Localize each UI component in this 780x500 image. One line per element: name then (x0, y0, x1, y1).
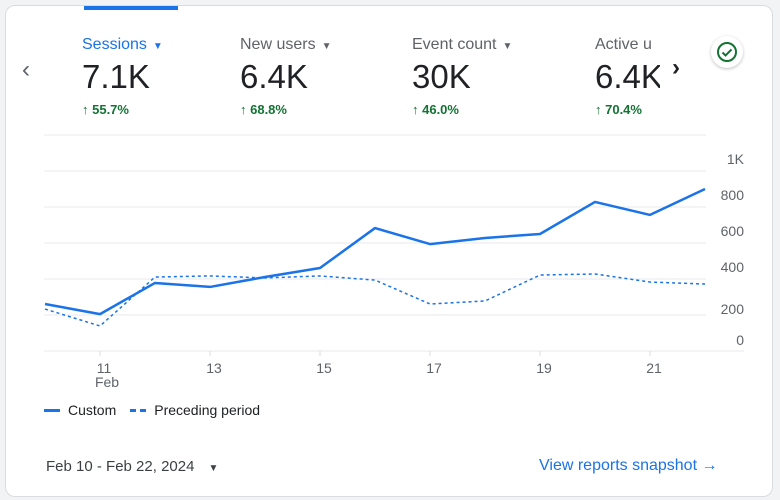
y-tick-label: 1K (727, 151, 745, 167)
legend-swatch-solid (44, 408, 60, 412)
x-tick-label: 21 (646, 360, 662, 376)
check-circle-icon[interactable] (711, 36, 743, 68)
y-tick-label: 200 (721, 301, 745, 317)
metric-change: ↑ 55.7% (82, 102, 129, 117)
dropdown-caret-icon: ▼ (208, 463, 219, 474)
metric-value: 30K (412, 58, 471, 95)
metric-tab-sessions[interactable]: Sessions ▼ 7.1K ↑ 55.7% (82, 36, 232, 117)
y-tick-label: 0 (736, 332, 744, 348)
date-range-selector[interactable]: Feb 10 - Feb 22, 2024 ▼ (46, 458, 218, 475)
legend-swatch-dashed (130, 408, 147, 412)
y-tick-label: 400 (721, 259, 745, 275)
x-tick-label: 13 (206, 360, 222, 376)
view-reports-snapshot-link[interactable]: View reports snapshot → (539, 457, 717, 475)
x-tick-label: 11 (97, 360, 112, 376)
x-tick-label: 17 (426, 360, 442, 376)
metric-value: 6.4K (240, 58, 308, 95)
series-line-custom (44, 187, 706, 316)
dropdown-caret-icon[interactable]: ▼ (502, 41, 513, 52)
y-tick-label: 600 (721, 223, 745, 239)
metric-change: ↑ 70.4% (595, 102, 642, 117)
metric-name: Event count (412, 36, 497, 53)
arrow-right-icon: → (701, 457, 718, 474)
sessions-card: ‹ Sessions ▼ 7.1K ↑ 55.7% New users ▼ 6.4K… (5, 5, 773, 497)
metric-tab-event-count[interactable]: Event count ▼ 30K ↑ 46.0% (412, 36, 562, 117)
metric-tab-active-users[interactable]: Active u 6.4K ↑ 70.4% (595, 36, 660, 117)
x-tick-label: 19 (536, 360, 552, 376)
metric-value: 6.4K (595, 58, 660, 95)
metric-tab-new-users[interactable]: New users ▼ 6.4K ↑ 68.8% (240, 36, 390, 117)
date-range-text: Feb 10 - Feb 22, 2024 (46, 458, 195, 475)
metric-value: 7.1K (82, 58, 150, 95)
metric-name: Sessions (82, 36, 147, 53)
legend-preceding: Preceding period (154, 402, 261, 418)
series-line-preceding (44, 273, 706, 327)
active-tab-indicator (84, 6, 178, 10)
x-sub-label: Feb (95, 374, 119, 390)
metric-change: ↑ 68.8% (240, 102, 287, 117)
dropdown-caret-icon[interactable]: ▼ (321, 41, 332, 52)
link-text: View reports snapshot (539, 457, 698, 474)
metric-name: New users (240, 36, 316, 53)
metric-name: Active u (595, 36, 652, 53)
dropdown-caret-icon[interactable]: ▼ (152, 41, 163, 52)
x-tick-label: 15 (316, 360, 332, 376)
metric-change: ↑ 46.0% (412, 102, 459, 117)
chart-legend: Custom Preceding period (44, 402, 260, 418)
next-metrics-button[interactable]: › (672, 54, 680, 81)
prev-metrics-button[interactable]: ‹ (22, 56, 30, 83)
legend-custom: Custom (68, 402, 117, 418)
y-tick-label: 800 (721, 187, 745, 203)
